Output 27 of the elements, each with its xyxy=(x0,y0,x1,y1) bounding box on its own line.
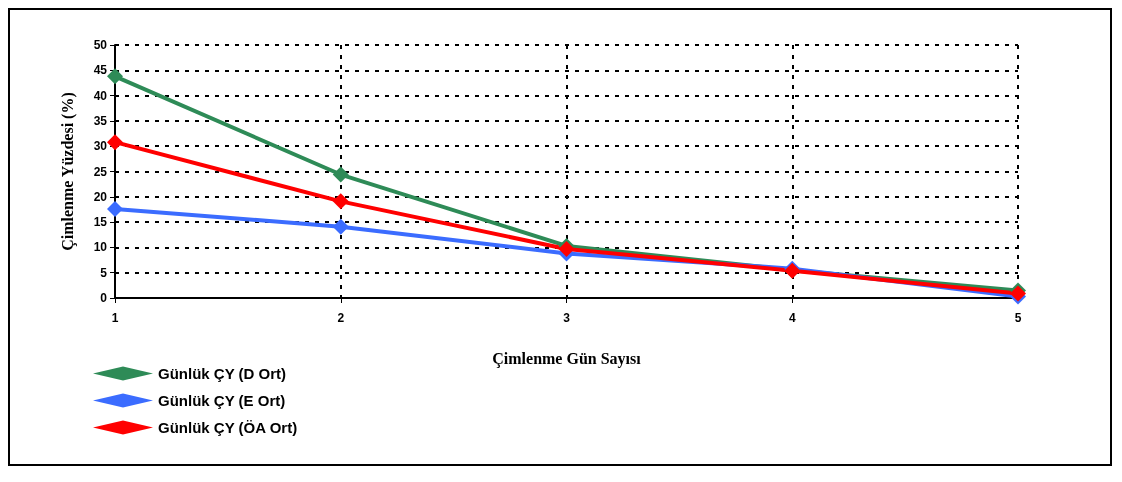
x-tick-label: 2 xyxy=(337,311,345,325)
x-tick-label: 1 xyxy=(111,311,119,325)
legend-label: Günlük ÇY (E Ort) xyxy=(158,392,286,409)
y-axis-title: Çimlenme Yüzdesi (%) xyxy=(58,92,77,251)
point xyxy=(332,166,349,183)
y-tick-label: 0 xyxy=(100,291,108,305)
y-tick-label: 45 xyxy=(93,63,108,78)
y-tick-label: 35 xyxy=(93,113,108,128)
legend-label: Günlük ÇY (ÖA Ort) xyxy=(158,419,298,436)
y-tick-label: 15 xyxy=(93,215,108,230)
x-tick-label: 5 xyxy=(1014,311,1022,325)
x-tick-label: 3 xyxy=(563,311,571,325)
point xyxy=(332,218,349,235)
point xyxy=(107,134,123,151)
point xyxy=(107,200,123,217)
y-tick-label: 20 xyxy=(93,189,108,204)
y-tick-label: 10 xyxy=(93,240,108,255)
y-tick-label: 5 xyxy=(100,265,108,280)
x-axis-title: Çimlenme Gün Sayısı xyxy=(492,349,642,368)
x-tick-label: 4 xyxy=(788,311,796,325)
legend-label: Günlük ÇY (D Ort) xyxy=(158,365,287,382)
y-tick-label: 30 xyxy=(93,139,108,154)
y-tick-label: 25 xyxy=(93,164,108,179)
y-tick-label: 50 xyxy=(93,38,108,52)
y-tick-label: 40 xyxy=(93,88,108,103)
point xyxy=(332,193,349,210)
point xyxy=(107,68,123,85)
